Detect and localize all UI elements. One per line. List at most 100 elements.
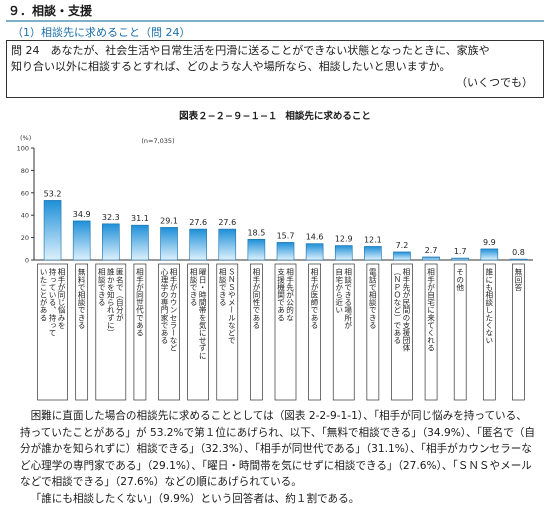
value-label: 18.5 (247, 228, 265, 237)
y-tick-label: 0 (25, 257, 29, 265)
bar (305, 243, 324, 261)
body-text: 困難に直面した場合の相談先に求めることとしては（図表 2-2-9-1-1）、「相… (20, 408, 536, 507)
bar (72, 220, 91, 261)
bar (364, 246, 382, 261)
category-label-box (366, 263, 380, 401)
value-label: 53.2 (44, 189, 62, 198)
section-title: ９．相談・支援 (8, 4, 93, 18)
category-label: 誰にも相談したくない (485, 267, 494, 344)
category-label-box (274, 263, 297, 401)
category-label: 曜日・時間帯を気にせずに (198, 268, 207, 360)
question-line-1: 問 24 あなたが、社会生活や日常生活を円滑に送ることができない状態となったとき… (11, 44, 490, 57)
bar (160, 227, 178, 261)
category-label: 誰かを知られずに） (106, 267, 115, 337)
bar (276, 242, 295, 261)
bar (393, 251, 411, 261)
value-label: 34.9 (73, 210, 91, 219)
section-divider (6, 20, 544, 22)
y-tick-label: 60 (21, 189, 29, 197)
category-label-box (37, 263, 68, 401)
value-label: 12.1 (364, 235, 382, 244)
y-tick-label: 100 (17, 145, 29, 153)
category-label: 支援機関である (276, 267, 285, 322)
bar (509, 258, 528, 261)
category-label: 相手が同じ悩みを (57, 267, 66, 329)
category-label: 自宅から近い (335, 267, 344, 314)
category-label-box (75, 263, 89, 401)
category-label: 相手先が公的な (285, 267, 294, 322)
category-label: 相手が自宅に来てくれる (426, 267, 435, 352)
category-label: 相手が同世代である (135, 267, 144, 337)
category-label: 相談できる (189, 267, 198, 306)
category-label: 無回答 (514, 267, 523, 292)
sample-size-label: (n=7,035) (141, 137, 174, 145)
category-label: 相手が同性である (252, 267, 261, 329)
category-label: 相手が医師である (310, 267, 319, 329)
category-label: 相談できる場所が (344, 267, 353, 329)
y-unit-label: (%) (20, 134, 31, 142)
value-label: 15.7 (277, 231, 295, 240)
category-label-box (133, 263, 147, 401)
figure-title: 相談先に求めること (285, 111, 371, 122)
category-label: ＳＮＳやメールなどで (227, 268, 236, 344)
section-subtitle: （1）相談先に求めること（問 24） (12, 26, 191, 39)
category-label-box (482, 263, 496, 401)
body-paragraph-1: 困難に直面した場合の相談先に求めることとしては（図表 2-2-9-1-1）、「相… (20, 410, 535, 488)
value-label: 27.6 (189, 218, 207, 227)
category-label-box (453, 263, 467, 401)
category-label: いたことがある (39, 268, 48, 321)
category-label: （ＮＰＯなど）である (393, 268, 402, 344)
bar (131, 224, 149, 261)
body-paragraph-2: 「誰にも相談したくない」（9.9%）という回答者は、約１割である。 (30, 492, 360, 505)
value-label: 14.6 (306, 233, 324, 242)
category-label: 相談できる (218, 267, 227, 306)
value-label: 31.1 (131, 214, 149, 223)
category-label: その他 (456, 268, 465, 292)
figure-number: 図表２−２−９−１−１ (179, 111, 278, 122)
category-label-box (424, 263, 438, 401)
value-label: 29.1 (160, 216, 178, 225)
value-label: 9.9 (483, 238, 496, 247)
value-label: 0.8 (512, 248, 525, 257)
category-label-box (216, 263, 239, 401)
value-label: 27.6 (218, 218, 236, 227)
bar (422, 256, 440, 261)
y-tick-label: 80 (21, 167, 29, 175)
bar (247, 238, 266, 261)
bar (480, 248, 499, 261)
question-line-3: （いくつでも） (456, 76, 533, 89)
question-line-2: 知り合い以外に相談するとすれば、どのような人や場所なら、相談したいと思いますか。 (11, 60, 451, 73)
category-label-box (391, 263, 413, 401)
value-label: 12.9 (335, 235, 353, 244)
category-label: 無料で相談できる (77, 267, 86, 329)
y-tick-label: 40 (21, 212, 29, 220)
bar (451, 257, 470, 261)
category-label: 匿名で（自分が (115, 268, 124, 322)
bar-chart: 100 80 60 40 20 0 (%) (n=7,035) 53.2 相手が同じ悩みを持ってい… (17, 134, 533, 401)
value-label: 7.2 (396, 241, 409, 250)
figure-caption: 図表２−２−９−１−１ 相談先に求めること (0, 108, 550, 122)
category-label: 電話で相談できる (368, 268, 377, 329)
bar (43, 200, 62, 261)
category-label: 持っている、持って (48, 267, 57, 337)
category-label: 相手がカウンセラーなど (169, 267, 178, 352)
bar (101, 223, 120, 261)
category-label-box (332, 263, 355, 401)
category-label-box (187, 263, 209, 401)
category-label: 心理学の専門家である (160, 268, 169, 344)
category-label-box (250, 263, 263, 401)
category-label-box (95, 263, 127, 401)
question-box: 問 24 あなたが、社会生活や日常生活を円滑に送ることができない状態となったとき… (6, 40, 544, 98)
category-label-box (308, 263, 321, 401)
value-label: 32.3 (102, 213, 120, 222)
bar (189, 228, 207, 261)
bar (334, 245, 353, 261)
y-tick-label: 20 (21, 234, 29, 242)
category-label-box (158, 263, 180, 401)
bar (218, 228, 237, 261)
category-label: 相談できる (97, 267, 106, 306)
category-label: 相手先が民間の支援団体 (402, 267, 411, 353)
value-label: 2.7 (425, 246, 438, 255)
value-label: 1.7 (454, 247, 467, 256)
category-label-box (512, 263, 525, 401)
